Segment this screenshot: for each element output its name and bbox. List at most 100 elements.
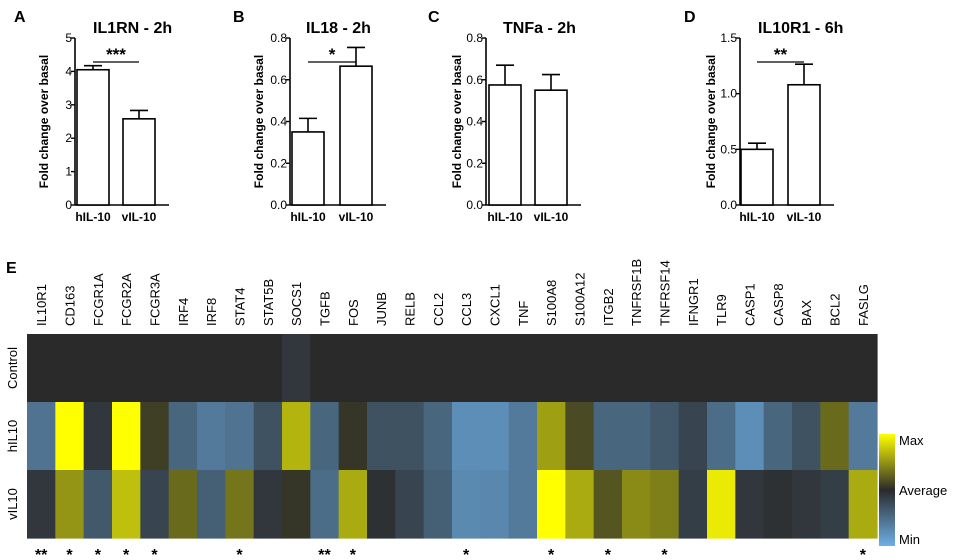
- heatmap-cell: [310, 334, 340, 403]
- heatmap-cell: [848, 402, 878, 471]
- bar: [76, 68, 110, 206]
- y-tick-label: 0.0: [720, 198, 737, 212]
- heatmap-cell: [678, 334, 708, 403]
- heatmap-column-label: CASP8: [771, 283, 786, 326]
- heatmap-column-label: FCGR1A: [91, 273, 106, 326]
- heatmap-cell: [820, 402, 850, 471]
- x-tick-label: vIL-10: [534, 210, 569, 224]
- x-tick-label: vIL-10: [787, 210, 822, 224]
- panel-letter: B: [233, 9, 245, 26]
- heatmap-column-label: CD163: [63, 286, 78, 326]
- significance-stars: *: [548, 547, 555, 555]
- heatmap-column-label: SOCS1: [289, 282, 304, 326]
- heatmap-cell: [367, 470, 396, 539]
- y-tick-label: 1.5: [720, 31, 737, 45]
- heatmap-cell: [140, 334, 170, 403]
- heatmap-cell: [707, 470, 736, 539]
- y-axis-label: Fold change over basal: [450, 55, 464, 188]
- significance-stars: *: [860, 547, 867, 555]
- heatmap-cell: [452, 334, 481, 403]
- x-tick-label: vIL-10: [122, 210, 157, 224]
- heatmap-cell: [112, 470, 141, 539]
- heatmap-cell: [622, 402, 651, 471]
- heatmap-cell: [83, 402, 113, 471]
- bar: [787, 83, 821, 206]
- heatmap-cell: [480, 334, 510, 403]
- y-tick-label: 0.2: [466, 156, 483, 170]
- heatmap-cell: [112, 402, 141, 471]
- chart-title: IL18 - 2h: [306, 20, 371, 37]
- heatmap-cell: [168, 334, 198, 403]
- heatmap-cell: [452, 470, 481, 539]
- heatmap-column-label: IRF4: [176, 298, 191, 326]
- heatmap-cell: [197, 402, 226, 471]
- heatmap-row-label: hIL10: [5, 420, 20, 453]
- y-tick-label: 0.8: [270, 31, 287, 45]
- significance-stars: *: [95, 547, 102, 555]
- heatmap-column-label: TLR9: [714, 294, 729, 326]
- heatmap-column-label: IFNGR1: [686, 278, 701, 326]
- y-tick-label: 0.0: [466, 198, 483, 212]
- heatmap-cell: [55, 402, 85, 471]
- heatmap-column-label: FOS: [346, 299, 361, 326]
- heatmap-cell: [338, 470, 368, 539]
- heatmap-cell: [225, 334, 255, 403]
- y-tick-label: 0.8: [466, 31, 483, 45]
- heatmap-cell: [338, 402, 368, 471]
- heatmap-cell: [282, 402, 311, 471]
- significance-stars: *: [123, 547, 130, 555]
- heatmap-cell: [310, 470, 340, 539]
- heatmap-cell: [537, 402, 566, 471]
- significance-stars: **: [774, 45, 788, 64]
- x-tick-label: hIL-10: [290, 210, 326, 224]
- heatmap-cell: [792, 402, 821, 471]
- heatmap-cell: [792, 470, 821, 539]
- y-tick-label: 3: [65, 98, 72, 112]
- heatmap-cell: [650, 334, 680, 403]
- x-tick-label: hIL-10: [75, 210, 111, 224]
- heatmap-cell: [565, 402, 595, 471]
- bar: [534, 89, 568, 206]
- heatmap-cell: [678, 470, 708, 539]
- heatmap-cell: [338, 334, 368, 403]
- heatmap-cell: [168, 470, 198, 539]
- panel-letter: D: [684, 9, 696, 26]
- panel-letter: C: [428, 9, 440, 26]
- heatmap-row-label: vIL10: [5, 488, 20, 520]
- x-tick-label: hIL-10: [487, 210, 523, 224]
- y-tick-label: 1.0: [720, 87, 737, 101]
- heatmap-column-label: CCL3: [459, 293, 474, 326]
- heatmap-cell: [253, 334, 283, 403]
- heatmap-cell: [27, 334, 56, 403]
- significance-stars: *: [151, 547, 158, 555]
- y-tick-label: 0.4: [466, 115, 483, 129]
- y-tick-label: 2: [65, 131, 72, 145]
- heatmap-column-label: TNF: [516, 301, 531, 326]
- x-tick-label: hIL-10: [739, 210, 775, 224]
- heatmap-column-label: RELB: [403, 292, 418, 326]
- heatmap-cell: [537, 334, 566, 403]
- heatmap-column-label: FCGR3A: [148, 273, 163, 326]
- y-tick-label: 0.6: [270, 73, 287, 87]
- significance-stars: **: [35, 547, 48, 555]
- heatmap-cell: [395, 334, 425, 403]
- heatmap-column-label: ITGB2: [601, 288, 616, 326]
- heatmap-cell: [508, 334, 538, 403]
- heatmap-column-label: CXCL1: [488, 284, 503, 326]
- heatmap-cell: [792, 334, 821, 403]
- y-tick-label: 4: [65, 64, 72, 78]
- heatmap-cell: [763, 402, 793, 471]
- heatmap-cell: [565, 470, 595, 539]
- y-tick-label: 0.6: [466, 73, 483, 87]
- significance-stars: *: [329, 45, 336, 64]
- heatmap-cell: [480, 470, 510, 539]
- heatmap-cell: [55, 334, 85, 403]
- heatmap-column-label: TNFRSF1B: [629, 259, 644, 326]
- y-axis-label: Fold change over basal: [37, 55, 51, 188]
- heatmap-column-label: STAT5B: [261, 279, 276, 326]
- heatmap-cell: [55, 470, 85, 539]
- significance-stars: *: [661, 547, 668, 555]
- heatmap-row-label: Control: [5, 347, 20, 389]
- y-axis-label: Fold change over basal: [252, 55, 266, 188]
- legend-color-bar: [879, 434, 895, 546]
